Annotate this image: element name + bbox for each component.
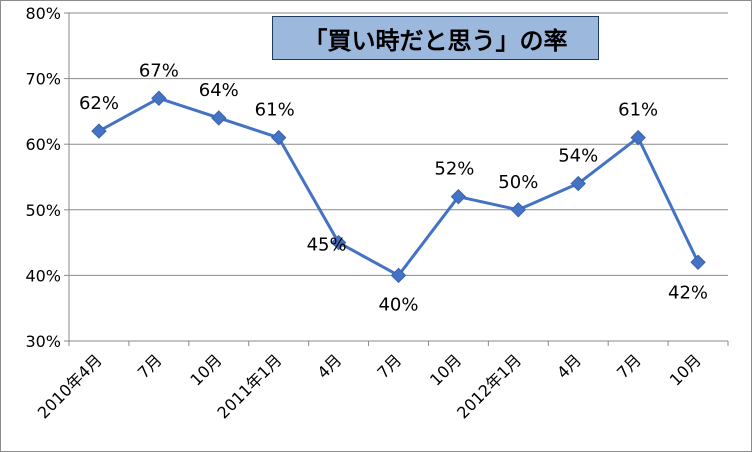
data-label: 54% (558, 146, 598, 167)
data-label: 61% (255, 100, 295, 121)
data-label: 61% (618, 100, 658, 121)
x-tick-label: 2010年4月 (34, 350, 106, 422)
chart-title-text: 「買い時だと思う」の率 (303, 26, 568, 55)
data-point-marker (570, 175, 586, 192)
data-label: 64% (199, 80, 239, 101)
y-tick-label: 50% (25, 201, 61, 220)
chart-title: 「買い時だと思う」の率 (272, 16, 599, 60)
data-point-marker (330, 234, 347, 251)
x-tick-label: 7月 (373, 350, 405, 382)
data-point-marker (390, 267, 407, 284)
data-point-marker (270, 129, 287, 146)
data-label: 42% (668, 282, 708, 303)
y-tick-label: 30% (25, 332, 61, 351)
data-point-marker (510, 202, 527, 218)
data-label: 52% (434, 159, 474, 180)
y-tick-label: 60% (25, 135, 61, 154)
x-tick-label: 4月 (553, 350, 585, 382)
data-label: 62% (79, 93, 119, 114)
data-point-marker (211, 110, 227, 126)
data-point-marker (151, 90, 167, 106)
data-label: 50% (498, 172, 538, 193)
data-label: 67% (139, 60, 179, 81)
x-tick-label: 4月 (313, 350, 345, 382)
x-tick-label: 2012年1月 (453, 350, 525, 422)
y-tick-label: 80% (25, 4, 61, 23)
x-tick-label: 7月 (613, 350, 645, 382)
x-tick-label: 10月 (426, 350, 465, 389)
x-tick-label: 7月 (134, 350, 166, 382)
data-label: 45% (307, 235, 347, 256)
y-tick-label: 40% (25, 266, 61, 285)
data-label: 40% (378, 294, 418, 315)
data-point-marker (630, 129, 646, 146)
x-tick-label: 10月 (666, 350, 705, 389)
x-tick-label: 10月 (186, 350, 225, 389)
data-point-marker (91, 123, 107, 139)
data-point-marker (450, 188, 467, 205)
data-point-marker (690, 254, 706, 270)
x-tick-label: 2011年1月 (213, 350, 285, 422)
y-tick-label: 70% (25, 70, 61, 89)
series-line (98, 96, 700, 277)
